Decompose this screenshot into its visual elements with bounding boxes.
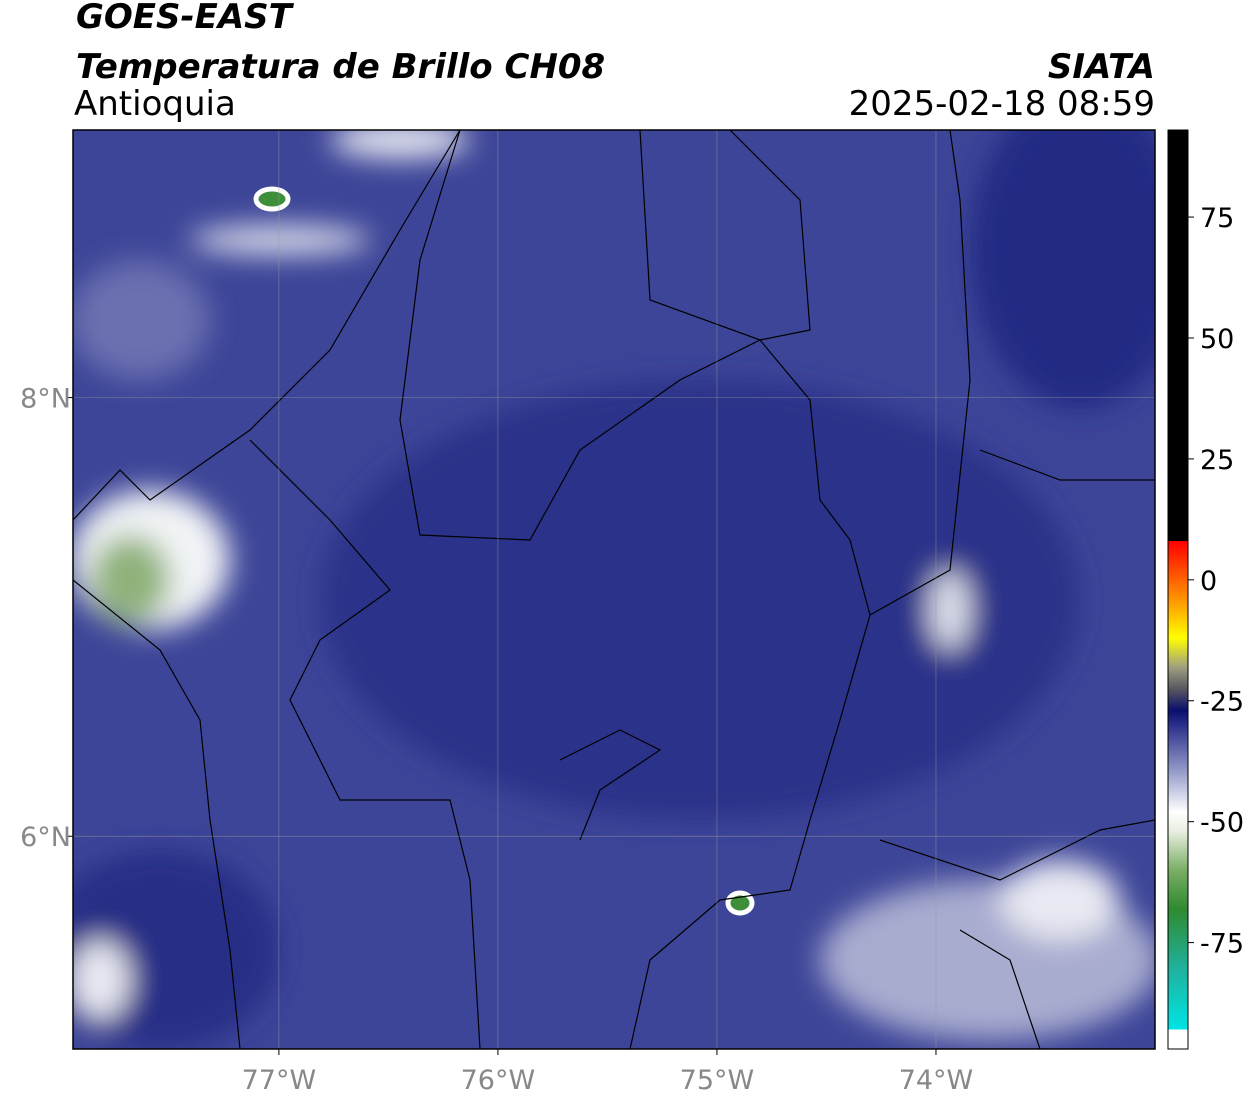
x-tick-label: 75°W [680, 1065, 755, 1096]
colorbar-tick-label: -75 [1200, 929, 1244, 960]
y-tick-label: 6°N [20, 822, 71, 853]
datetime: 2025-02-18 08:59 [849, 84, 1155, 124]
x-tick-label: 77°W [242, 1065, 317, 1096]
colorbar [1167, 129, 1189, 1050]
colorbar-tick-label: 50 [1200, 324, 1234, 355]
colorbar-tick-label: -50 [1200, 808, 1244, 839]
y-tick-label: 8°N [20, 384, 71, 415]
map-frame [72, 129, 1156, 1050]
colorbar-tick-label: 0 [1200, 566, 1217, 597]
title: GOES-EAST [76, 0, 295, 37]
colorbar-tick-label: 75 [1200, 203, 1234, 234]
x-tick-label: 74°W [899, 1065, 974, 1096]
subtitle: Temperatura de Brillo CH08 [76, 47, 605, 87]
x-tick-label: 76°W [461, 1065, 536, 1096]
source: SIATA [1048, 47, 1155, 87]
colorbar-tick-label: 25 [1200, 445, 1234, 476]
region: Antioquia [74, 84, 236, 124]
satellite-image [73, 130, 1155, 1049]
colorbar-tick-label: -25 [1200, 687, 1244, 718]
